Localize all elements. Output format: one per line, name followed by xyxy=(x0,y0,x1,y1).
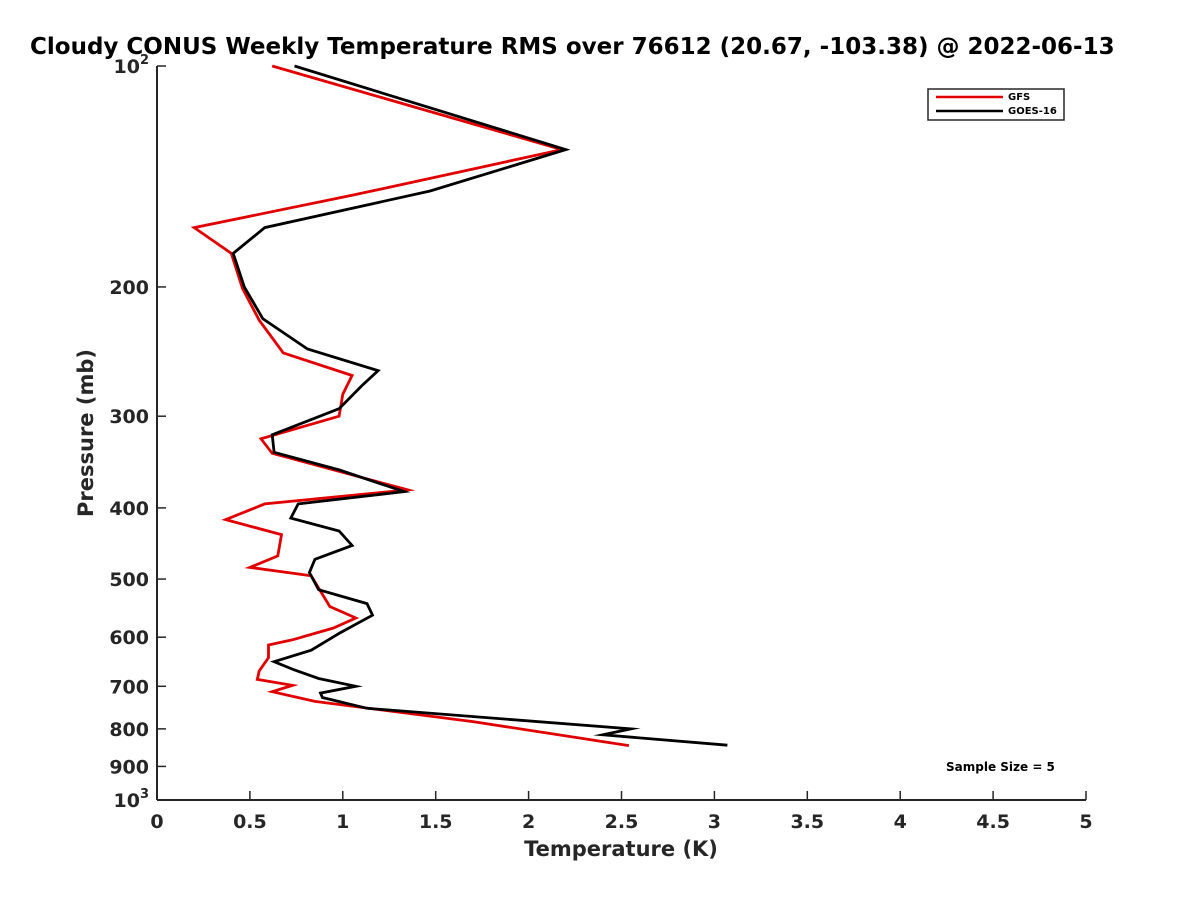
y-tick-base: 700 xyxy=(109,676,149,698)
y-tick-label: 900 xyxy=(109,756,149,778)
y-tick-label: 103 xyxy=(114,787,150,812)
x-tick-label: 0 xyxy=(150,811,163,833)
y-axis-label: Pressure (mb) xyxy=(74,349,98,517)
x-tick-label: 2.5 xyxy=(605,811,639,833)
y-tick-label: 600 xyxy=(109,627,149,649)
y-tick-base: 10 xyxy=(114,790,140,812)
x-tick-label: 1 xyxy=(336,811,349,833)
chart-title: Cloudy CONUS Weekly Temperature RMS over… xyxy=(30,34,1115,60)
legend: GFS GOES-16 xyxy=(927,88,1065,121)
y-tick-label: 800 xyxy=(109,719,149,741)
y-tick-label: 500 xyxy=(109,569,149,591)
y-tick-base: 900 xyxy=(109,756,149,778)
y-tick-base: 800 xyxy=(109,719,149,741)
y-tick-base: 500 xyxy=(109,569,149,591)
y-tick-base: 300 xyxy=(109,406,149,428)
x-ticks: 0 0.5 1 1.5 2 2.5 3 3.5 4 4.5 5 xyxy=(150,791,1093,833)
legend-label-goes16: GOES-16 xyxy=(1008,106,1057,117)
series-line-gfs xyxy=(190,64,630,747)
x-tick-label: 1.5 xyxy=(419,811,453,833)
x-tick-label: 0.5 xyxy=(233,811,267,833)
x-tick-label: 3 xyxy=(708,811,721,833)
series-lines xyxy=(190,64,728,747)
legend-label-gfs: GFS xyxy=(1008,92,1030,103)
y-tick-exponent: 2 xyxy=(140,53,149,68)
x-tick-label: 3.5 xyxy=(790,811,824,833)
x-axis-label: Temperature (K) xyxy=(524,837,718,861)
legend-box xyxy=(927,88,1065,121)
y-tick-base: 10 xyxy=(114,56,140,78)
sample-size-annotation: Sample Size = 5 xyxy=(946,760,1055,774)
y-tick-exponent: 3 xyxy=(140,787,149,802)
y-tick-label: 400 xyxy=(109,498,149,520)
x-tick-label: 4.5 xyxy=(976,811,1010,833)
x-tick-label: 5 xyxy=(1079,811,1092,833)
x-tick-label: 2 xyxy=(522,811,535,833)
y-tick-label: 102 xyxy=(114,53,150,78)
y-tick-label: 300 xyxy=(109,406,149,428)
y-tick-label: 700 xyxy=(109,676,149,698)
x-tick-label: 4 xyxy=(894,811,907,833)
y-tick-base: 600 xyxy=(109,627,149,649)
y-tick-label: 200 xyxy=(109,277,149,299)
y-tick-base: 400 xyxy=(109,498,149,520)
y-tick-base: 200 xyxy=(109,277,149,299)
series-line-goes16 xyxy=(231,64,728,747)
plot-area: 0 0.5 1 1.5 2 2.5 3 3.5 4 4.5 5 102200300400500600… xyxy=(109,53,1092,833)
